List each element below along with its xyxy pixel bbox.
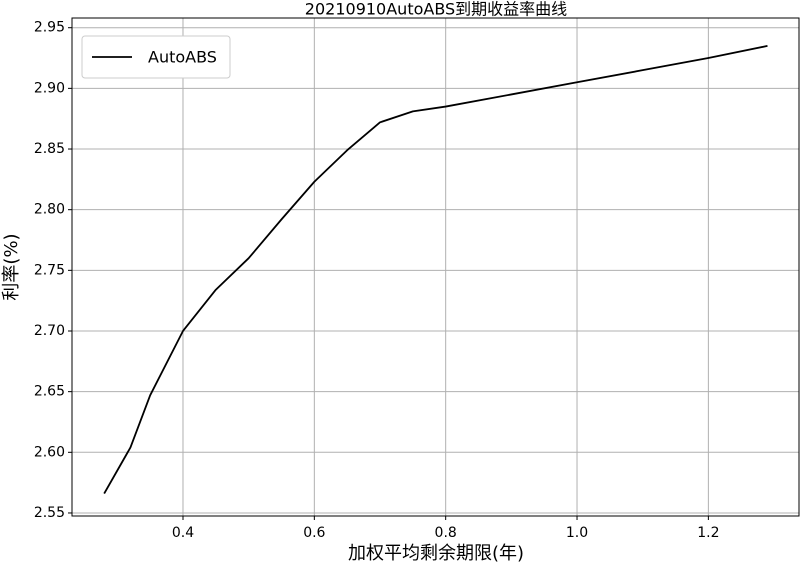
y-axis-label: 利率(%)	[1, 233, 22, 300]
x-tick-label: 0.8	[435, 525, 457, 541]
y-tick-label: 2.90	[34, 80, 65, 96]
y-tick-label: 2.85	[34, 141, 65, 157]
y-tick-label: 2.95	[34, 20, 65, 36]
line	[103, 45, 768, 495]
y-tick-label: 2.70	[34, 323, 65, 339]
y-tick-label: 2.65	[34, 384, 65, 400]
x-axis-label: 加权平均剩余期限(年)	[348, 543, 524, 564]
chart-title: 20210910AutoABS到期收益率曲线	[305, 0, 567, 19]
y-tick-label: 2.60	[34, 444, 65, 460]
x-tick-label: 1.0	[566, 525, 588, 541]
x-tick-label: 1.2	[697, 525, 719, 541]
x-tick-label: 0.6	[303, 525, 325, 541]
y-tick-label: 2.80	[34, 202, 65, 218]
plot-frame	[71, 17, 800, 517]
y-tick-label: 2.55	[34, 505, 65, 521]
x-tick-label: 0.4	[172, 525, 194, 541]
y-tick-label: 2.75	[34, 262, 65, 278]
legend-label: AutoABS	[148, 48, 217, 67]
legend	[81, 35, 231, 79]
